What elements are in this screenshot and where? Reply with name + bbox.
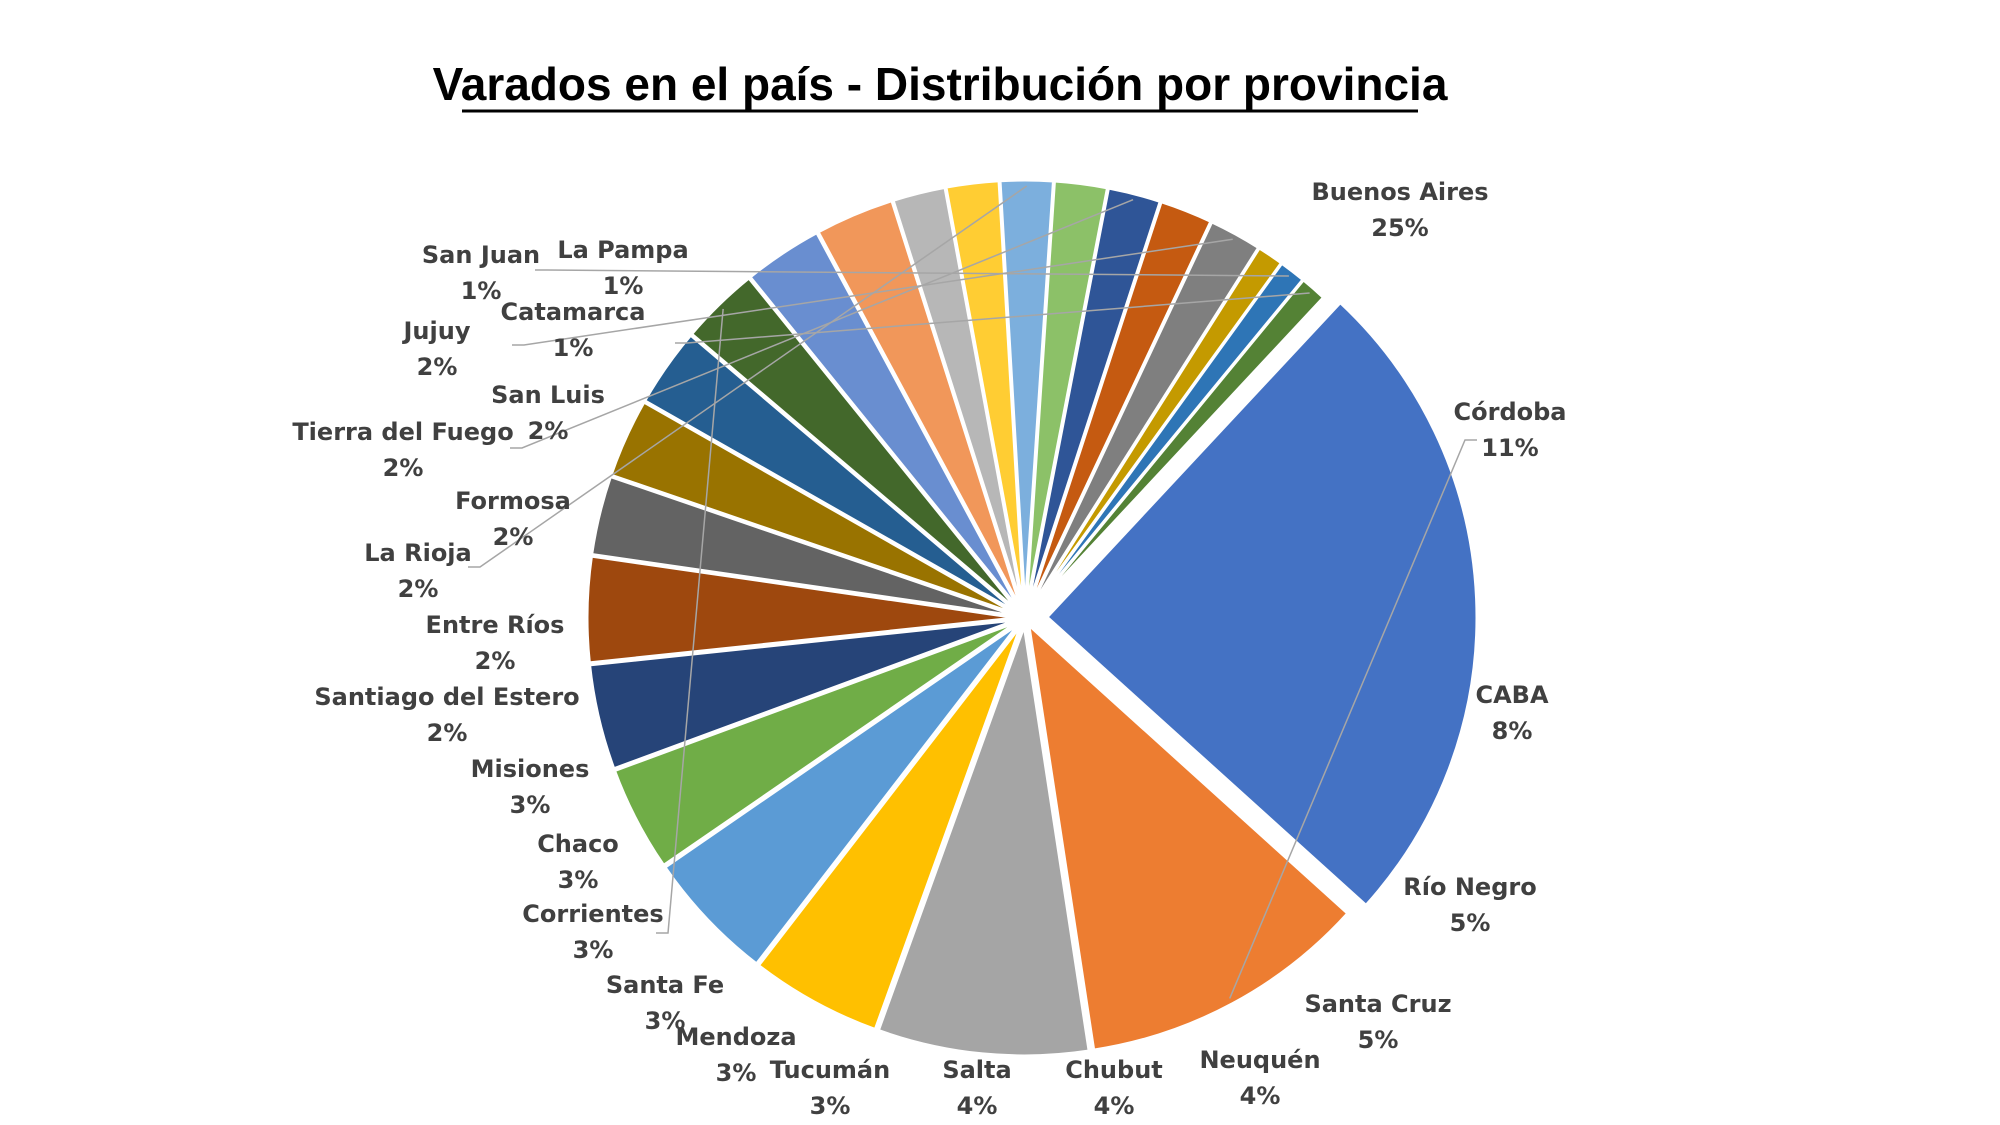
data-label-percent: 2% [417, 353, 458, 381]
leader-line [535, 269, 1289, 277]
leader-line [656, 308, 724, 934]
pie-slice-santa-fe [642, 333, 1020, 615]
leader-line [512, 238, 1233, 346]
data-label-percent: 11% [1481, 434, 1538, 462]
data-label: San Luis 2% [491, 381, 605, 445]
pie-slice-caba [876, 625, 1091, 1058]
data-label: San Juan 1% [422, 241, 540, 305]
data-label-category: Neuquén [1199, 1046, 1320, 1074]
data-label-percent: 2% [528, 417, 569, 445]
data-label: Neuquén 4% [1199, 1046, 1320, 1110]
data-label: Santa Cruz 5% [1304, 990, 1451, 1054]
pie-slice-río-negro [756, 624, 1023, 1032]
data-label-category: La Pampa [557, 236, 688, 264]
data-label: Santiago del Estero 2% [314, 683, 579, 747]
data-label-percent: 5% [1450, 909, 1491, 937]
data-label-category: Formosa [455, 487, 571, 515]
data-label-percent: 8% [1492, 717, 1533, 745]
data-label-category: Río Negro [1403, 873, 1536, 901]
leader-line [510, 199, 1134, 449]
data-label-category: Santa Fe [606, 971, 724, 999]
data-label-category: CABA [1475, 681, 1548, 709]
data-label-category: Córdoba [1454, 398, 1567, 426]
data-label-percent: 2% [383, 454, 424, 482]
data-label-percent: 4% [1094, 1092, 1135, 1120]
data-label-percent: 1% [553, 334, 594, 362]
data-label-category: Mendoza [675, 1023, 796, 1051]
pie-slices [585, 178, 1479, 1058]
data-label-percent: 2% [398, 575, 439, 603]
data-label: Córdoba 11% [1454, 398, 1567, 462]
data-label-category: San Juan [422, 241, 540, 269]
data-label: Catamarca 1% [501, 298, 646, 362]
data-label: Entre Ríos 2% [426, 611, 565, 675]
data-label-category: Jujuy [402, 317, 471, 345]
pie-slice-córdoba [1026, 621, 1350, 1052]
data-label: La Rioja 2% [364, 539, 471, 603]
leader-line [468, 185, 1028, 568]
data-label-percent: 3% [716, 1059, 757, 1087]
data-label: Santa Fe 3% [606, 971, 724, 1035]
data-label-category: San Luis [491, 381, 605, 409]
data-label-percent: 25% [1371, 214, 1428, 242]
data-label-category: Entre Ríos [426, 611, 565, 639]
leader-line [675, 292, 1310, 344]
data-label-percent: 1% [461, 277, 502, 305]
data-label: Salta 4% [942, 1056, 1011, 1120]
data-label-percent: 1% [603, 272, 644, 300]
chart-title: Varados en el país - Distribución por pr… [433, 58, 1448, 110]
data-label: Chaco 3% [537, 830, 619, 894]
data-label-category: Tierra del Fuego [292, 418, 513, 446]
data-label: Tucumán 3% [770, 1056, 890, 1120]
data-label-percent: 2% [475, 647, 516, 675]
data-label: Corrientes 3% [522, 900, 663, 964]
data-label-percent: 2% [493, 523, 534, 551]
data-label-percent: 4% [1240, 1082, 1281, 1110]
data-label-category: Chaco [537, 830, 619, 858]
pie-slice-buenos-aires [1044, 300, 1479, 908]
data-label: Formosa 2% [455, 487, 571, 551]
pie-slice-la-pampa [1029, 277, 1326, 614]
data-label: CABA 8% [1475, 681, 1548, 745]
data-label: Mendoza 3% [675, 1023, 796, 1087]
data-label-category: Salta [942, 1056, 1011, 1084]
data-label: Jujuy 2% [402, 317, 471, 381]
data-label-percent: 3% [810, 1092, 851, 1120]
data-label-percent: 3% [645, 1007, 686, 1035]
data-label-category: Buenos Aires [1311, 178, 1488, 206]
data-label-percent: 4% [957, 1092, 998, 1120]
data-label-percent: 2% [427, 719, 468, 747]
data-label: Chubut 4% [1065, 1056, 1163, 1120]
data-label-category: Santiago del Estero [314, 683, 579, 711]
leader-line [1229, 439, 1477, 999]
data-label-category: Chubut [1065, 1056, 1163, 1084]
data-label: Río Negro 5% [1403, 873, 1536, 937]
pie-slice-neuquén [612, 620, 1019, 868]
data-label: Tierra del Fuego 2% [292, 418, 513, 482]
data-label-percent: 3% [573, 936, 614, 964]
data-label-category: La Rioja [364, 539, 471, 567]
pie-slice-chubut [587, 618, 1018, 771]
pie-slice-santa-cruz [662, 622, 1021, 967]
data-label: La Pampa 1% [557, 236, 688, 300]
data-label-category: Misiones [471, 755, 590, 783]
data-label-category: Tucumán [770, 1056, 890, 1084]
data-label-category: Santa Cruz [1304, 990, 1451, 1018]
leader-lines [468, 185, 1477, 999]
data-label-category: Catamarca [501, 298, 646, 326]
data-label: Buenos Aires 25% [1311, 178, 1488, 242]
data-label-percent: 3% [510, 791, 551, 819]
data-label-percent: 3% [558, 866, 599, 894]
data-label-category: Corrientes [522, 900, 663, 928]
data-label: Misiones 3% [471, 755, 590, 819]
data-label-percent: 5% [1358, 1026, 1399, 1054]
data-labels: Buenos Aires 25% Córdoba 11% CABA 8% Río Negro… [292, 178, 1566, 1120]
